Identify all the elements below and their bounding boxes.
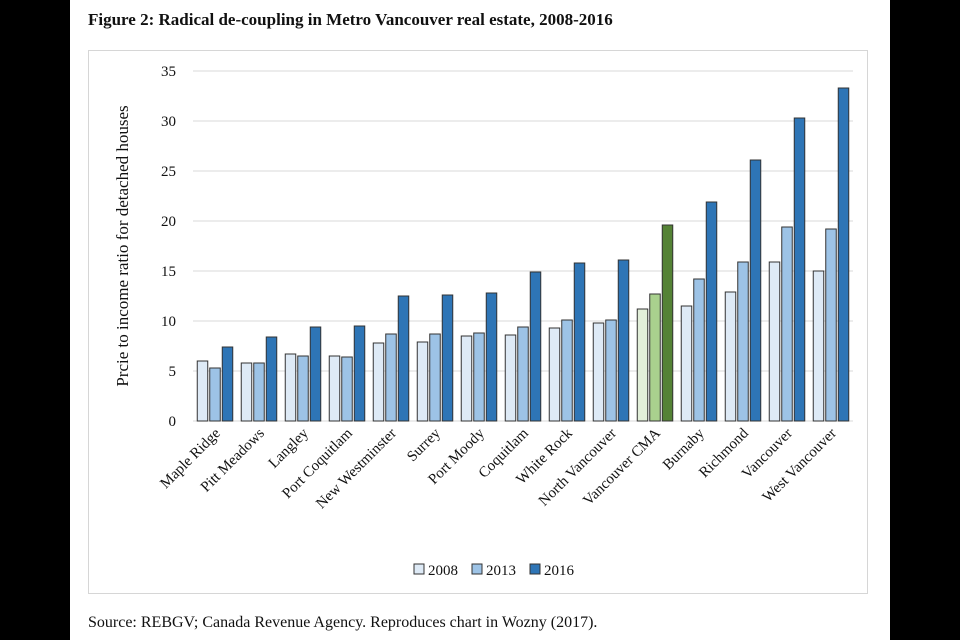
legend-label: 2013: [486, 563, 516, 579]
bar-2013: [737, 261, 749, 422]
bar-2013: [781, 226, 793, 422]
bar-2008: [284, 353, 297, 422]
y-tick-label: 35: [161, 64, 176, 80]
bar-2013: [473, 332, 485, 422]
bar-2008: [812, 270, 825, 422]
bar-2013: [341, 356, 353, 422]
x-tick-label: New Westminster: [313, 426, 400, 513]
y-axis-label: Prcie to income ratio for detached house…: [113, 105, 132, 386]
y-tick-label: 15: [161, 264, 176, 280]
bar-2013: [385, 333, 397, 422]
bar-2008: [592, 322, 605, 422]
bar-2016: [793, 117, 806, 422]
legend-swatch-2016: [529, 563, 541, 575]
bar-2008: [196, 360, 209, 422]
bar-2013: [253, 362, 265, 422]
bar-2016: [705, 201, 718, 422]
bar-2013: [517, 326, 529, 422]
bar-2013: [693, 278, 705, 422]
bar-2016: [221, 346, 234, 422]
legend-label: 2008: [428, 563, 458, 579]
bar-2016: [749, 159, 762, 422]
bar-2008: [768, 261, 781, 422]
figure-title: Figure 2: Radical de-coupling in Metro V…: [88, 10, 613, 29]
bar-2016: [529, 271, 542, 422]
bar-2008: [416, 341, 429, 422]
bar-2008: [548, 327, 561, 422]
legend-swatch-2008: [413, 563, 425, 575]
bar-2013: [209, 367, 221, 422]
chart-frame: [88, 50, 868, 594]
bar-2016: [353, 325, 366, 422]
bar-2008: [680, 305, 693, 422]
legend-label: 2016: [544, 563, 575, 579]
legend-swatch-2013: [471, 563, 483, 575]
x-tick-label: North Vancouver: [536, 426, 620, 510]
bar-2016: [573, 262, 586, 422]
bar-2008: [504, 334, 517, 422]
bar-2008: [724, 291, 737, 422]
bar-2008: [636, 308, 649, 422]
bar-2016: [309, 326, 322, 422]
bar-2008: [240, 362, 253, 422]
bar-2016: [397, 295, 410, 422]
bar-2013: [429, 333, 441, 422]
bar-2008: [328, 355, 341, 422]
x-tick-label: Vancouver CMA: [580, 425, 664, 509]
x-tick-label: Surrey: [404, 425, 444, 465]
bar-2013: [297, 355, 309, 422]
y-tick-label: 30: [161, 114, 176, 130]
y-tick-label: 25: [161, 164, 176, 180]
bar-2016: [837, 87, 850, 422]
bar-2016: [441, 294, 454, 422]
y-tick-label: 20: [161, 214, 176, 230]
bar-2013: [561, 319, 573, 422]
bar-2013: [605, 319, 617, 422]
bar-2013: [825, 228, 837, 422]
bar-2016: [617, 259, 630, 422]
y-tick-label: 5: [169, 364, 177, 380]
bar-2008: [372, 342, 385, 422]
y-tick-label: 10: [161, 314, 176, 330]
y-tick-label: 0: [169, 414, 177, 430]
bar-2016: [485, 292, 498, 422]
bar-2016: [265, 336, 278, 422]
bar-2016: [661, 224, 674, 422]
bar-2008: [460, 335, 473, 422]
source-note: Source: REBGV; Canada Revenue Agency. Re…: [88, 614, 598, 631]
bar-2013: [649, 293, 661, 422]
